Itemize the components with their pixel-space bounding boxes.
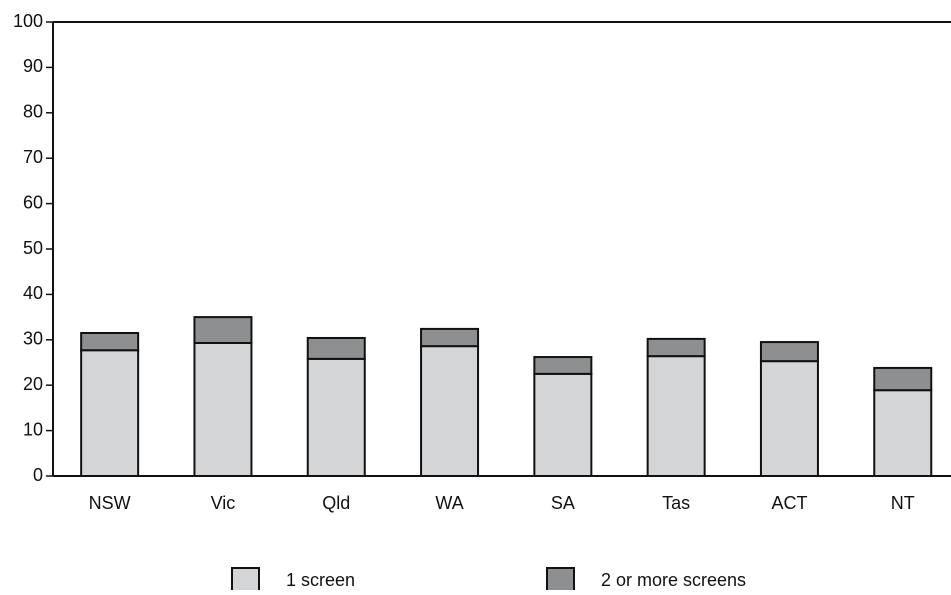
bar-segment <box>533 356 593 375</box>
y-tick-label: 60 <box>23 192 43 212</box>
x-tick-label: Qld <box>322 493 350 513</box>
y-tick-label: 90 <box>23 56 43 76</box>
legend-label: 1 screen <box>286 570 355 590</box>
legend-swatch <box>546 567 575 595</box>
bar-segment <box>646 337 706 358</box>
x-tick-label: Tas <box>662 493 690 513</box>
y-tick-label: 80 <box>23 102 43 122</box>
x-tick-label: WA <box>435 493 463 513</box>
bar-segment <box>193 316 253 344</box>
x-tick-label: SA <box>551 493 575 513</box>
bar-segment <box>646 355 706 478</box>
bar-segment <box>873 366 933 392</box>
x-tick-label: NSW <box>89 493 131 513</box>
y-tick-label: 20 <box>23 374 43 394</box>
bar-segment <box>420 327 480 348</box>
y-tick-label: 50 <box>23 238 43 258</box>
y-tick-label: 10 <box>23 419 43 439</box>
bar-segment <box>533 372 593 478</box>
y-tick-label: 40 <box>23 283 43 303</box>
x-tick-label: NT <box>891 493 915 513</box>
legend-swatch <box>231 567 260 595</box>
bar-segment <box>306 357 366 478</box>
y-tick-label: 30 <box>23 329 43 349</box>
legend-label: 2 or more screens <box>601 570 746 590</box>
bar-segment <box>306 336 366 360</box>
bar-segment <box>759 341 819 363</box>
bar-segment <box>420 345 480 477</box>
y-tick-label: 0 <box>33 465 43 485</box>
bar-segment <box>80 331 140 352</box>
bar-segment <box>873 389 933 477</box>
x-tick-label: Vic <box>211 493 236 513</box>
y-tick-label: 100 <box>13 11 43 31</box>
bar-segment <box>193 341 253 477</box>
x-tick-label: ACT <box>771 493 807 513</box>
bar-segment <box>80 349 140 478</box>
y-tick-label: 70 <box>23 147 43 167</box>
bar-segment <box>759 360 819 477</box>
